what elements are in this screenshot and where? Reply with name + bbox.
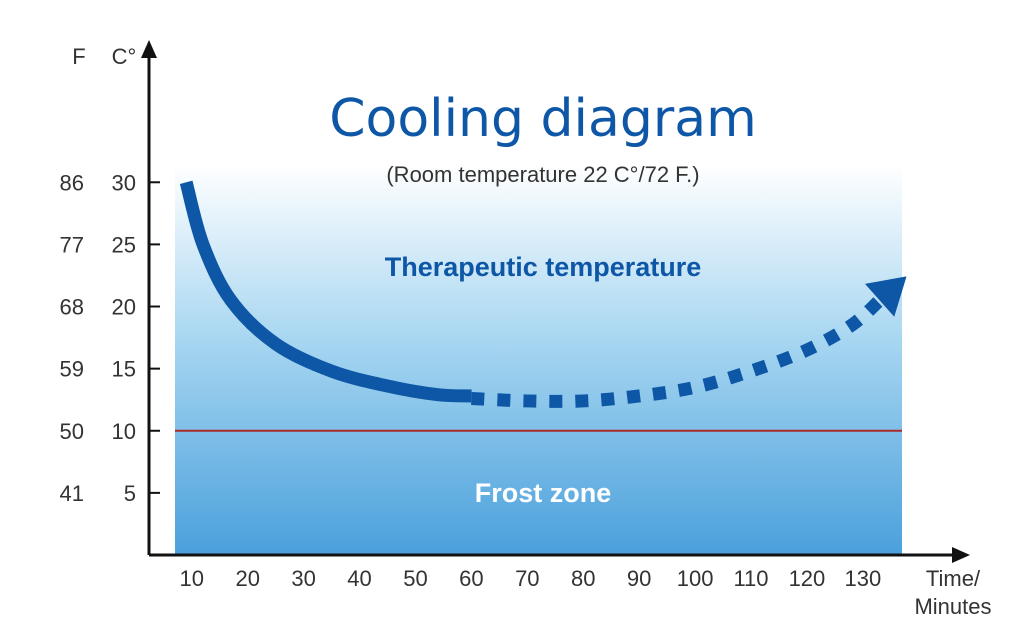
y-tick-label-fahrenheit: 86: [60, 170, 84, 195]
x-tick-label: 80: [571, 566, 595, 591]
x-tick-label: 110: [733, 566, 768, 591]
x-axis-label: Time/Minutes: [914, 566, 991, 619]
x-tick-label: 90: [627, 566, 651, 591]
x-tick-label: 130: [844, 566, 881, 591]
x-axis-arrowhead: [952, 547, 970, 563]
y-tick-label-celsius: 15: [112, 357, 136, 382]
x-tick-label: 30: [291, 566, 315, 591]
curve-arrowhead: [865, 276, 907, 317]
x-tick-label: 10: [180, 566, 204, 591]
y-tick-label-fahrenheit: 77: [60, 232, 84, 257]
cooling-curve: [179, 180, 907, 408]
chart-title: Cooling diagram: [329, 89, 757, 149]
frost-zone-label: Frost zone: [475, 478, 612, 508]
x-tick-label: 40: [347, 566, 371, 591]
y-tick-label-fahrenheit: 59: [60, 357, 84, 382]
therapeutic-zone-label: Therapeutic temperature: [385, 252, 702, 282]
x-axis-label-line: Minutes: [914, 594, 991, 619]
y-tick-label-fahrenheit: 41: [60, 481, 84, 506]
chart-subtitle: (Room temperature 22 C°/72 F.): [386, 162, 699, 187]
y-axis-ticks: 5 41 10 50 15 59 20 68 25 77 30 86: [60, 170, 160, 506]
x-tick-label: 70: [515, 566, 539, 591]
x-tick-label: 120: [789, 566, 826, 591]
y-tick-label-fahrenheit: 68: [60, 295, 84, 320]
y-tick-label-fahrenheit: 50: [60, 419, 84, 444]
x-axis-label-line: Time/: [926, 566, 981, 591]
y-tick-label-celsius: 10: [112, 419, 136, 444]
celsius-unit-label: C°: [112, 44, 137, 69]
y-tick-label-celsius: 30: [112, 170, 136, 195]
x-tick-label: 100: [677, 566, 714, 591]
y-axis-arrowhead: [141, 40, 157, 58]
y-tick-label-celsius: 25: [112, 232, 136, 257]
x-axis-ticks: 10 20 30 40 50 60 70 80 90 100 110 120 130: [180, 566, 882, 591]
x-tick-label: 60: [459, 566, 483, 591]
y-tick-label-celsius: 5: [124, 481, 136, 506]
x-tick-label: 50: [403, 566, 427, 591]
curve-solid-segment: [179, 180, 472, 403]
x-tick-label: 20: [235, 566, 259, 591]
fahrenheit-unit-label: F: [72, 44, 85, 69]
y-tick-label-celsius: 20: [112, 295, 136, 320]
